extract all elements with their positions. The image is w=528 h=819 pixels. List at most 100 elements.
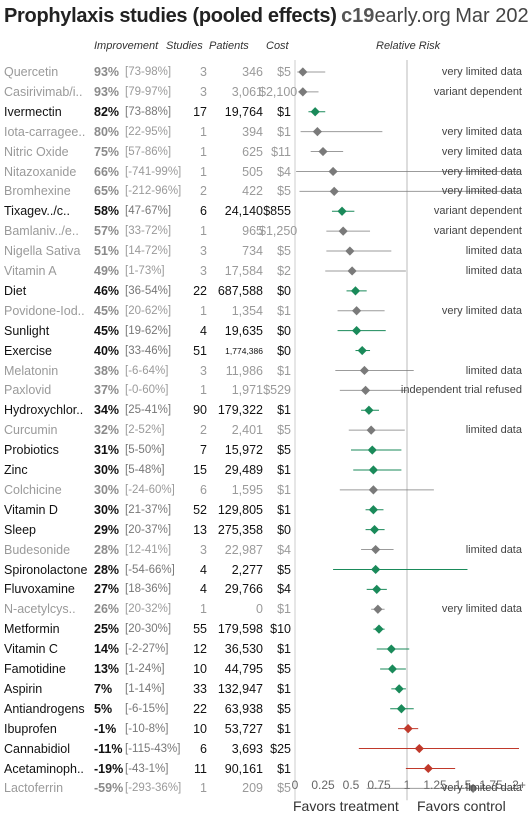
row-name: Sleep [4,522,36,537]
row-name: Paxlovid [4,383,52,398]
table-row: Tixagev../c.. 58% [47-67%] 6 24,140 $855 [0,201,528,221]
row-cost: $1 [277,721,291,736]
row-ci: [-43-1%] [125,762,169,775]
row-ci: [-10-8%] [125,722,169,735]
row-name: Zinc [4,463,28,477]
row-name: Bamlaniv../e.. [4,224,79,239]
table-row: Acetaminoph.. -19% [-43-1%] 11 90,161 $1 [0,759,528,779]
row-improvement: 30% [94,463,120,477]
row-studies: 33 [193,681,207,696]
row-name: Vitamin C [4,642,58,657]
row-studies: 13 [193,522,207,537]
row-cost: $2 [277,264,291,278]
row-improvement: 31% [94,443,120,458]
row-improvement: 37% [94,383,120,398]
row-name: Casirivimab/i.. [4,84,83,99]
estimate-point [310,107,320,117]
row-name: Vitamin A [4,264,57,278]
table-row: Povidone-Iod.. 45% [20-62%] 1 1,354 $1 [0,301,528,321]
row-improvement: 45% [94,303,120,318]
row-improvement: 13% [94,662,120,676]
estimate-point [352,326,362,336]
estimate-point [403,724,413,734]
estimate-point [371,564,381,575]
estimate-point [364,405,374,415]
row-patients: 36,530 [224,642,263,657]
table-row: Quercetin 93% [73-98%] 3 346 $5 [0,62,528,82]
row-patients: 63,938 [224,701,263,716]
row-studies: 1 [200,164,207,179]
table-row: Iota-carragee.. 80% [22-95%] 1 394 $1 [0,122,528,142]
row-cost: $10 [270,622,291,637]
row-studies: 3 [200,244,207,259]
title-date: Mar 2023 [455,5,528,27]
estimate-point [298,87,308,97]
row-cost: $25 [270,741,291,756]
estimate-point [366,425,376,435]
row-name: Tixagev../c.. [4,204,70,219]
row-name: Aspirin [4,681,43,696]
row-improvement: 40% [94,343,120,358]
row-note: very limited data [441,185,522,198]
row-studies: 6 [200,482,207,497]
row-cost: $1 [277,403,291,418]
row-cost: $1 [277,363,291,378]
estimate-point [312,127,322,137]
row-cost: $1 [277,502,291,517]
row-ci: [-2-27%] [125,643,169,656]
header-patients: Patients [209,40,249,52]
row-improvement: 80% [94,124,120,139]
table-row: Diet 46% [36-54%] 22 687,588 $0 [0,281,528,301]
row-patients: 0 [256,602,263,617]
row-cost: $1 [277,463,291,477]
estimate-point [394,684,404,694]
row-studies: 1 [200,303,207,318]
estimate-point [329,186,339,196]
row-ci: [79-97%] [125,85,172,98]
row-note: limited data [465,245,522,258]
table-row: Curcumin 32% [2-52%] 2 2,401 $5 [0,420,528,440]
estimate-point [423,763,433,774]
table-row: Budesonide 28% [12-41%] 3 22,987 $4 [0,540,528,560]
row-name: Ibuprofen [4,721,57,736]
table-row: Vitamin D 30% [21-37%] 52 129,805 $1 [0,500,528,520]
row-ci: [21-37%] [125,503,172,516]
row-studies: 55 [193,622,207,637]
row-patients: 394 [242,124,263,139]
row-cost: $0 [277,522,291,537]
row-cost: $5 [277,562,291,577]
estimate-point [372,584,382,594]
estimate-point [298,67,308,77]
row-ci: [47-67%] [125,205,172,218]
row-name: Bromhexine [4,184,71,199]
row-studies: 22 [193,283,207,298]
row-cost: $5 [277,65,291,79]
row-improvement: -59% [94,781,124,796]
estimate-point [468,783,478,793]
row-studies: 15 [193,463,207,477]
header-improvement: Improvement [94,40,159,52]
row-improvement: 28% [94,542,120,557]
row-patients: 15,972 [224,443,263,458]
row-name: Cannabidiol [4,741,71,756]
footer: Favors treatment Favors control [0,798,528,818]
row-ci: [20-30%] [125,623,172,636]
row-patients: 1,354 [231,303,263,318]
row-studies: 7 [200,443,207,458]
row-studies: 10 [193,662,207,676]
row-studies: 17 [193,104,207,119]
row-studies: 4 [200,562,207,577]
row-cost: $1 [277,642,291,657]
favors-control-label: Favors control [417,798,506,814]
row-patients: 625 [242,144,263,159]
row-ci: [5-48%] [125,464,165,476]
row-note: very limited data [441,165,522,178]
estimate-point [347,266,357,276]
row-studies: 3 [200,542,207,557]
row-improvement: 49% [94,264,120,278]
row-studies: 4 [200,323,207,338]
row-studies: 1 [200,224,207,239]
row-cost: $5 [277,781,291,796]
estimate-point [359,365,370,376]
row-studies: 1 [200,124,207,139]
